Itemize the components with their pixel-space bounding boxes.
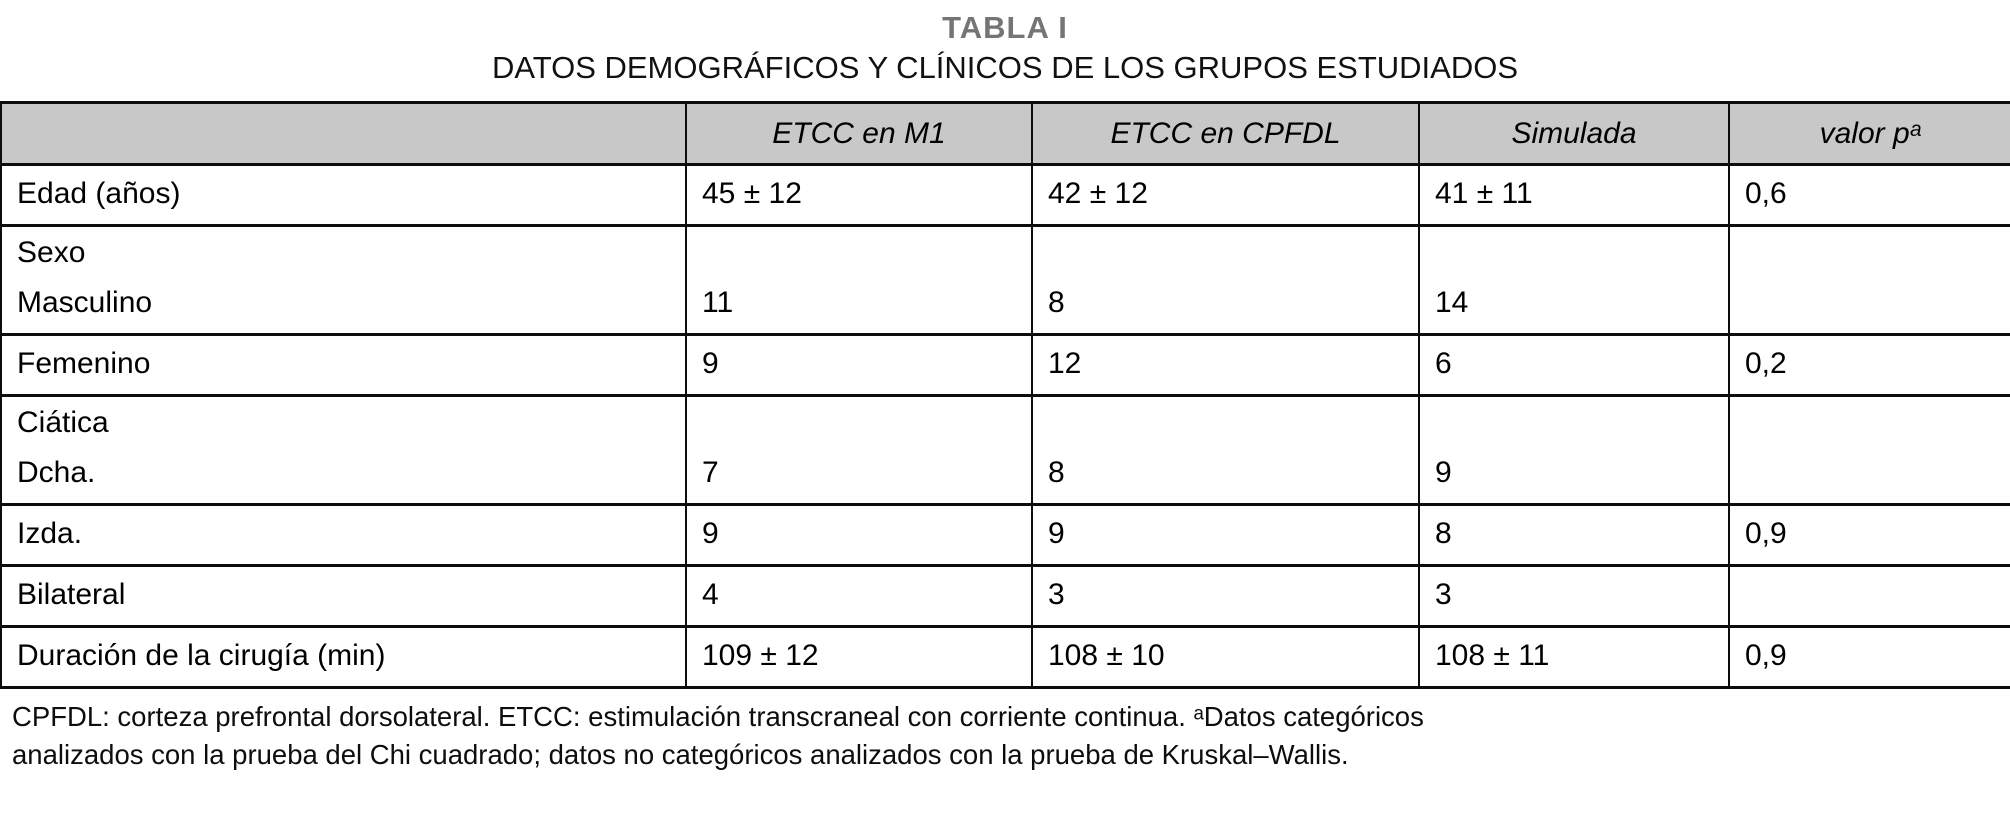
row-label-cell: Femenino — [0, 333, 687, 397]
value-cell: 41 ± 11 — [1418, 163, 1730, 227]
value-cell: 108 ± 11 — [1418, 625, 1730, 689]
cell-value: 108 ± 11 — [1435, 639, 1550, 672]
cell-value: 41 ± 11 — [1435, 177, 1533, 210]
table-number-title: TABLA I — [942, 10, 1068, 45]
footnote-line-2: analizados con la prueba del Chi cuadrad… — [12, 739, 1349, 770]
value-cell: 3 — [1031, 564, 1420, 628]
value-cell: 45 ± 12 — [685, 163, 1033, 227]
table-row-izda: Izda. 9 9 8 0,9 — [0, 503, 2010, 567]
header-cell-etcc-cpfdl: ETCC en CPFDL — [1031, 101, 1420, 166]
row-label: Sexo — [17, 236, 86, 269]
table-row-bilateral: Bilateral 4 3 3 — [0, 564, 2010, 628]
header-cell-simulada: Simulada — [1418, 101, 1730, 166]
table-row-edad: Edad (años) 45 ± 12 42 ± 12 41 ± 11 0,6 — [0, 163, 2010, 227]
value-cell: 8 — [1031, 394, 1420, 506]
value-cell: 0,9 — [1728, 625, 2010, 689]
cell-value: 45 ± 12 — [702, 177, 802, 210]
value-cell: 9 — [1418, 394, 1730, 506]
row-label-cell: Sexo Masculino — [0, 224, 687, 336]
row-label: Bilateral — [17, 578, 126, 611]
value-cell: 9 — [685, 503, 1033, 567]
row-label-cell: Edad (años) — [0, 163, 687, 227]
table-titles: TABLA I DATOS DEMOGRÁFICOS Y CLÍNICOS DE… — [0, 0, 2010, 88]
row-label-line2: Masculino — [17, 286, 153, 319]
cell-value: 4 — [702, 578, 719, 611]
table-row-sexo-masculino: Sexo Masculino 11 8 14 — [0, 224, 2010, 336]
table-row-duracion: Duración de la cirugía (min) 109 ± 12 10… — [0, 625, 2010, 689]
footnote-line-1: CPFDL: corteza prefrontal dorsolateral. … — [12, 701, 1424, 732]
cell-value: 0,2 — [1745, 347, 1787, 380]
cell-value: 9 — [702, 517, 719, 550]
cell-value: 9 — [1435, 456, 1452, 489]
table-footnote: CPFDL: corteza prefrontal dorsolateral. … — [0, 698, 2010, 774]
value-cell: 0,6 — [1728, 163, 2010, 227]
cell-value: 108 ± 10 — [1048, 639, 1165, 672]
value-cell: 3 — [1418, 564, 1730, 628]
table-row-femenino: Femenino 9 12 6 0,2 — [0, 333, 2010, 397]
header-cell-empty — [0, 101, 687, 166]
cell-value: 8 — [1048, 456, 1065, 489]
value-cell: 0,9 — [1728, 503, 2010, 567]
row-label-cell: Izda. — [0, 503, 687, 567]
cell-value: 12 — [1048, 347, 1082, 380]
cell-value: 8 — [1435, 517, 1452, 550]
row-label-line2: Dcha. — [17, 456, 96, 489]
row-label-cell: Duración de la cirugía (min) — [0, 625, 687, 689]
value-cell — [1728, 564, 2010, 628]
value-cell: 6 — [1418, 333, 1730, 397]
value-cell: 9 — [1031, 503, 1420, 567]
row-label: Edad (años) — [17, 177, 181, 210]
value-cell — [1728, 224, 2010, 336]
cell-value: 109 ± 12 — [702, 639, 819, 672]
cell-value: 7 — [702, 456, 719, 489]
cell-value: 3 — [1048, 578, 1065, 611]
cell-value: 14 — [1435, 286, 1469, 319]
cell-value: 8 — [1048, 286, 1065, 319]
row-label: Femenino — [17, 347, 151, 380]
cell-value: 0,6 — [1745, 177, 1787, 210]
value-cell: 12 — [1031, 333, 1420, 397]
header-cell-etcc-m1: ETCC en M1 — [685, 101, 1033, 166]
table-row-ciatica-dcha: Ciática Dcha. 7 8 9 — [0, 394, 2010, 506]
cell-value: 0,9 — [1745, 517, 1787, 550]
table-header-row: ETCC en M1 ETCC en CPFDL Simulada valor … — [0, 101, 2010, 166]
value-cell: 14 — [1418, 224, 1730, 336]
cell-value: 0,9 — [1745, 639, 1787, 672]
value-cell: 7 — [685, 394, 1033, 506]
row-label-cell: Ciática Dcha. — [0, 394, 687, 506]
value-cell: 9 — [685, 333, 1033, 397]
value-cell: 42 ± 12 — [1031, 163, 1420, 227]
cell-value: 6 — [1435, 347, 1452, 380]
table-subtitle: DATOS DEMOGRÁFICOS Y CLÍNICOS DE LOS GRU… — [491, 50, 1519, 85]
value-cell — [1728, 394, 2010, 506]
row-label-cell: Bilateral — [0, 564, 687, 628]
value-cell: 108 ± 10 — [1031, 625, 1420, 689]
cell-value: 9 — [1048, 517, 1065, 550]
value-cell: 11 — [685, 224, 1033, 336]
value-cell: 8 — [1031, 224, 1420, 336]
value-cell: 109 ± 12 — [685, 625, 1033, 689]
row-label: Duración de la cirugía (min) — [17, 639, 386, 672]
cell-value: 3 — [1435, 578, 1452, 611]
cell-value: 9 — [702, 347, 719, 380]
value-cell: 8 — [1418, 503, 1730, 567]
value-cell: 4 — [685, 564, 1033, 628]
row-label: Ciática — [17, 406, 109, 439]
cell-value: 11 — [702, 286, 734, 319]
value-cell: 0,2 — [1728, 333, 2010, 397]
demographics-table: ETCC en M1 ETCC en CPFDL Simulada valor … — [0, 101, 2010, 689]
header-cell-valor-p: valor pᵃ — [1728, 101, 2010, 166]
row-label: Izda. — [17, 517, 83, 550]
cell-value: 42 ± 12 — [1048, 177, 1148, 210]
